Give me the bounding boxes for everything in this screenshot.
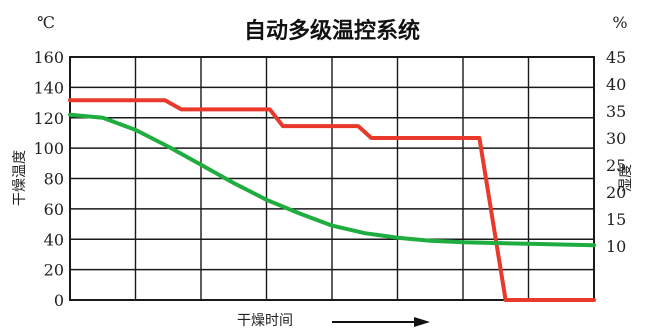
series-lines: [68, 98, 596, 302]
left-axis-unit: ℃: [37, 13, 55, 32]
right-tick-label: 30: [606, 129, 626, 148]
left-tick-label: 120: [33, 109, 64, 128]
plot-frame: [69, 56, 595, 301]
left-tick-label: 40: [44, 230, 64, 249]
right-tick-label: 45: [606, 48, 626, 67]
left-tick-label: 60: [44, 200, 64, 219]
x-axis-label: 干燥时间: [237, 313, 293, 329]
right-tick-label: 35: [606, 102, 626, 121]
grid: [69, 56, 595, 301]
left-tick-label: 140: [33, 78, 64, 97]
right-tick-label: 25: [606, 156, 626, 175]
left-tick-label: 100: [33, 139, 64, 158]
left-tick-label: 0: [54, 291, 64, 310]
tick-labels: 0 20 40 60 80 100 120 140 160 10 15 20 25 30 35 40 45: [33, 48, 626, 310]
left-tick-label: 80: [44, 170, 64, 189]
left-tick-label: 160: [33, 48, 64, 67]
left-tick-label: 20: [44, 261, 64, 280]
chart-title: 自动多级温控系统: [244, 18, 420, 44]
right-axis-unit: %: [612, 13, 627, 32]
right-tick-label: 15: [606, 210, 626, 229]
right-axis-label: 湿度: [618, 164, 634, 192]
x-axis-arrow: [332, 317, 430, 327]
right-tick-label: 40: [606, 75, 626, 94]
humidity-line: [68, 98, 596, 302]
left-axis-label: 干燥温度: [12, 150, 28, 206]
temperature-line: [68, 112, 596, 248]
right-tick-label: 20: [606, 183, 626, 202]
right-tick-label: 10: [606, 237, 626, 256]
